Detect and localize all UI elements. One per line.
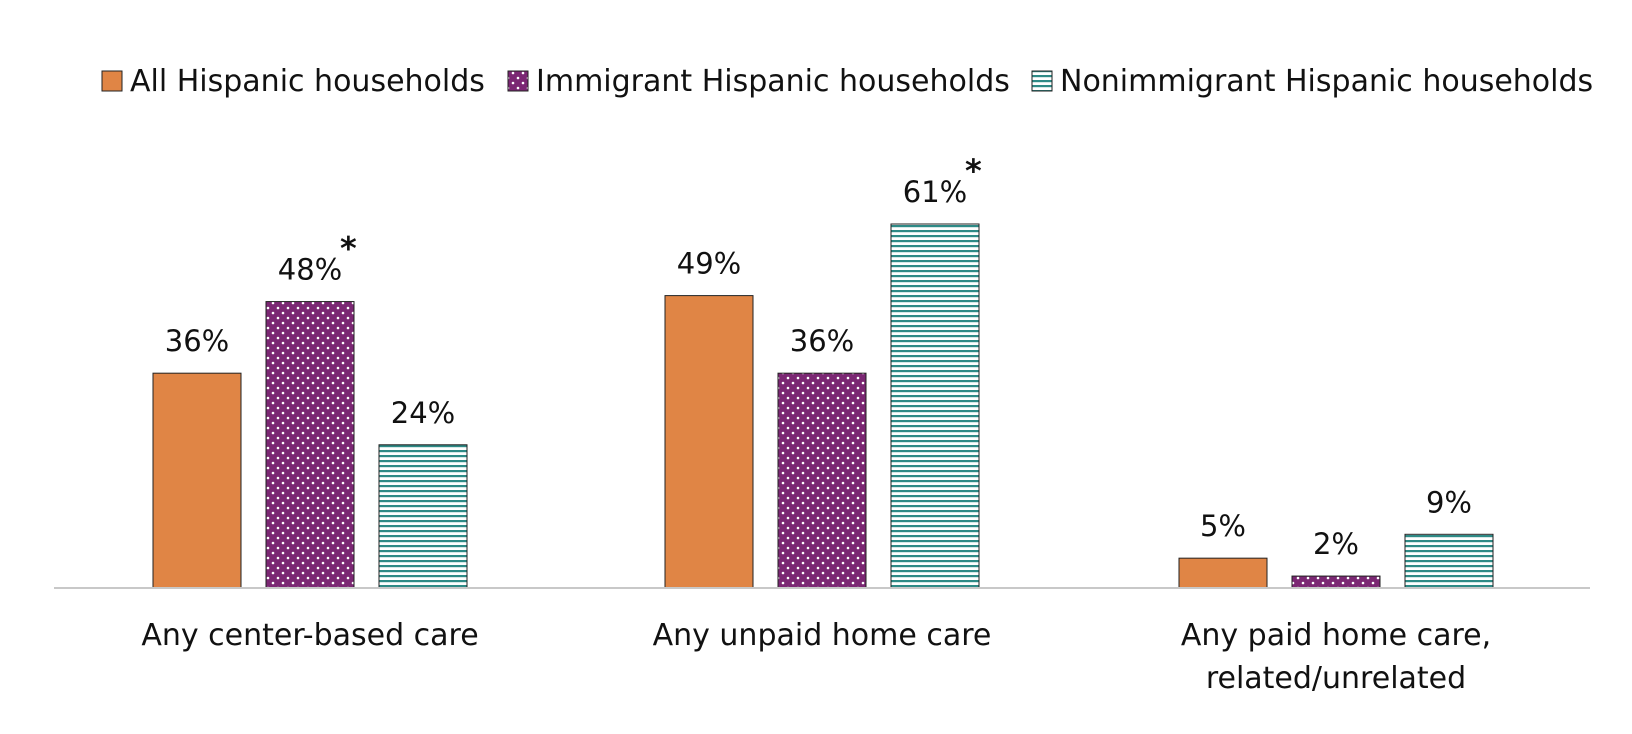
category-label-2: Any unpaid home care [653,618,992,653]
value-label-2-3: 2% [1313,527,1359,561]
bar-2-3 [1291,575,1381,589]
category-label-3-line-1: Any paid home care, [1181,618,1491,653]
legend-swatch-3 [1031,70,1053,92]
value-label-3-3: 9% [1426,485,1472,519]
x-axis: Any center-based care Any unpaid home car… [54,587,1590,696]
bar-3-2 [890,223,980,589]
value-label-2-1: 48% [278,253,342,287]
data-labels: 36%48%*24%49%36%61%*5%2%9% [165,152,1472,561]
value-label-1-2: 49% [677,247,741,281]
bars [152,223,1494,589]
bar-3-3 [1404,533,1494,589]
legend-label-1: All Hispanic households [130,64,485,99]
value-label-3-2: 61% [903,175,967,209]
legend-label-3: Nonimmigrant Hispanic households [1060,64,1593,99]
value-label-2-2: 36% [790,324,854,358]
category-label-3-line-2: related/unrelated [1206,661,1466,696]
legend-swatch-1 [101,70,123,92]
bar-2-1 [265,301,355,589]
significance-star-3-2: * [965,152,982,190]
significance-star-2-1: * [340,230,357,268]
value-label-1-1: 36% [165,324,229,358]
legend-swatch-2 [507,70,529,92]
legend: All Hispanic households Immigrant Hispani… [101,64,1593,99]
bar-1-1 [152,372,242,589]
category-label-1: Any center-based care [141,618,478,653]
bar-1-2 [664,295,754,589]
bar-3-1 [378,444,468,589]
bar-1-3 [1178,557,1268,589]
bar-2-2 [777,372,867,589]
value-label-1-3: 5% [1200,509,1246,543]
value-label-3-1: 24% [391,396,455,430]
legend-label-2: Immigrant Hispanic households [536,64,1010,99]
